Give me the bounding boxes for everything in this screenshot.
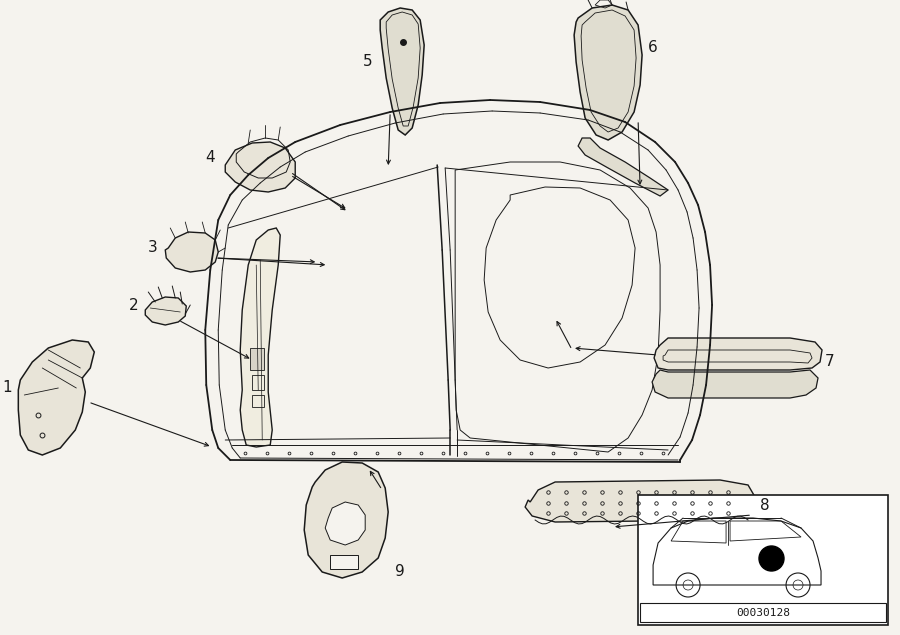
Polygon shape [525, 480, 755, 522]
Bar [250, 348, 265, 370]
Bar [330, 555, 358, 569]
Text: 6: 6 [648, 41, 658, 55]
Polygon shape [18, 340, 94, 455]
Text: 9: 9 [395, 565, 405, 580]
Text: 3: 3 [148, 241, 157, 255]
Text: 8: 8 [760, 497, 770, 512]
Polygon shape [304, 462, 388, 578]
Text: 5: 5 [363, 55, 373, 69]
Polygon shape [145, 297, 186, 325]
Text: 2: 2 [129, 298, 139, 312]
Bar [252, 375, 265, 390]
Polygon shape [225, 142, 295, 192]
Bar [638, 495, 888, 625]
Polygon shape [574, 5, 642, 140]
Bar [640, 603, 886, 622]
Polygon shape [654, 338, 822, 370]
Polygon shape [166, 232, 218, 272]
Bar [252, 395, 265, 407]
Polygon shape [325, 502, 365, 545]
Polygon shape [578, 138, 668, 196]
Polygon shape [380, 8, 424, 135]
Polygon shape [652, 370, 818, 398]
Polygon shape [240, 228, 280, 447]
Text: 4: 4 [205, 150, 215, 166]
Text: 7: 7 [825, 354, 834, 370]
Text: 00030128: 00030128 [736, 608, 790, 618]
Text: 1: 1 [3, 380, 13, 396]
